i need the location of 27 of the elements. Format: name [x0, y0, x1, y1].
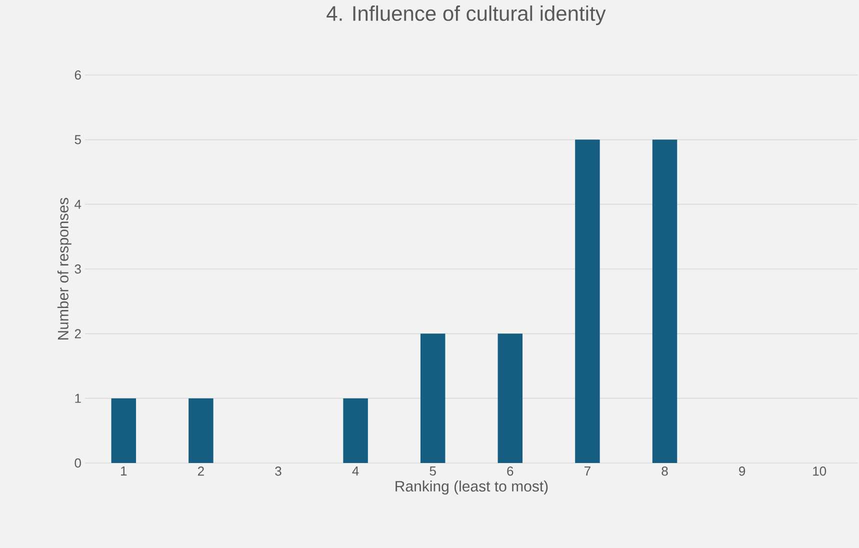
chart-title: 4. Influence of cultural identity	[326, 6, 606, 26]
x-tick-label: 3	[275, 466, 282, 476]
bar	[652, 140, 678, 463]
bar	[343, 398, 368, 463]
y-tick-label: 5	[74, 135, 81, 144]
y-axis-title: Number of responses	[57, 198, 72, 340]
x-tick-label: 8	[662, 466, 668, 476]
x-tick-label: 10	[813, 466, 826, 476]
bar	[420, 334, 446, 463]
y-tick-label: 3	[74, 264, 81, 274]
y-tick-label: 6	[74, 70, 81, 80]
x-axis-title: Ranking (least to most)	[396, 480, 548, 495]
x-tick-label: 2	[198, 466, 204, 476]
x-tick-label: 4	[352, 466, 359, 476]
y-tick-label: 2	[74, 329, 81, 338]
bar	[498, 334, 523, 463]
y-tick-label: 4	[74, 200, 82, 209]
x-tick-label: 1	[121, 466, 127, 476]
y-tick-label: 1	[75, 394, 81, 403]
x-tick-label: 7	[584, 466, 590, 476]
y-tick-label: 0	[74, 458, 81, 468]
bar	[188, 398, 214, 463]
x-tick-label: 9	[739, 466, 746, 476]
x-tick-label: 6	[507, 466, 514, 476]
x-tick-label: 5	[430, 466, 436, 476]
bar	[575, 140, 600, 463]
bar	[111, 398, 136, 463]
